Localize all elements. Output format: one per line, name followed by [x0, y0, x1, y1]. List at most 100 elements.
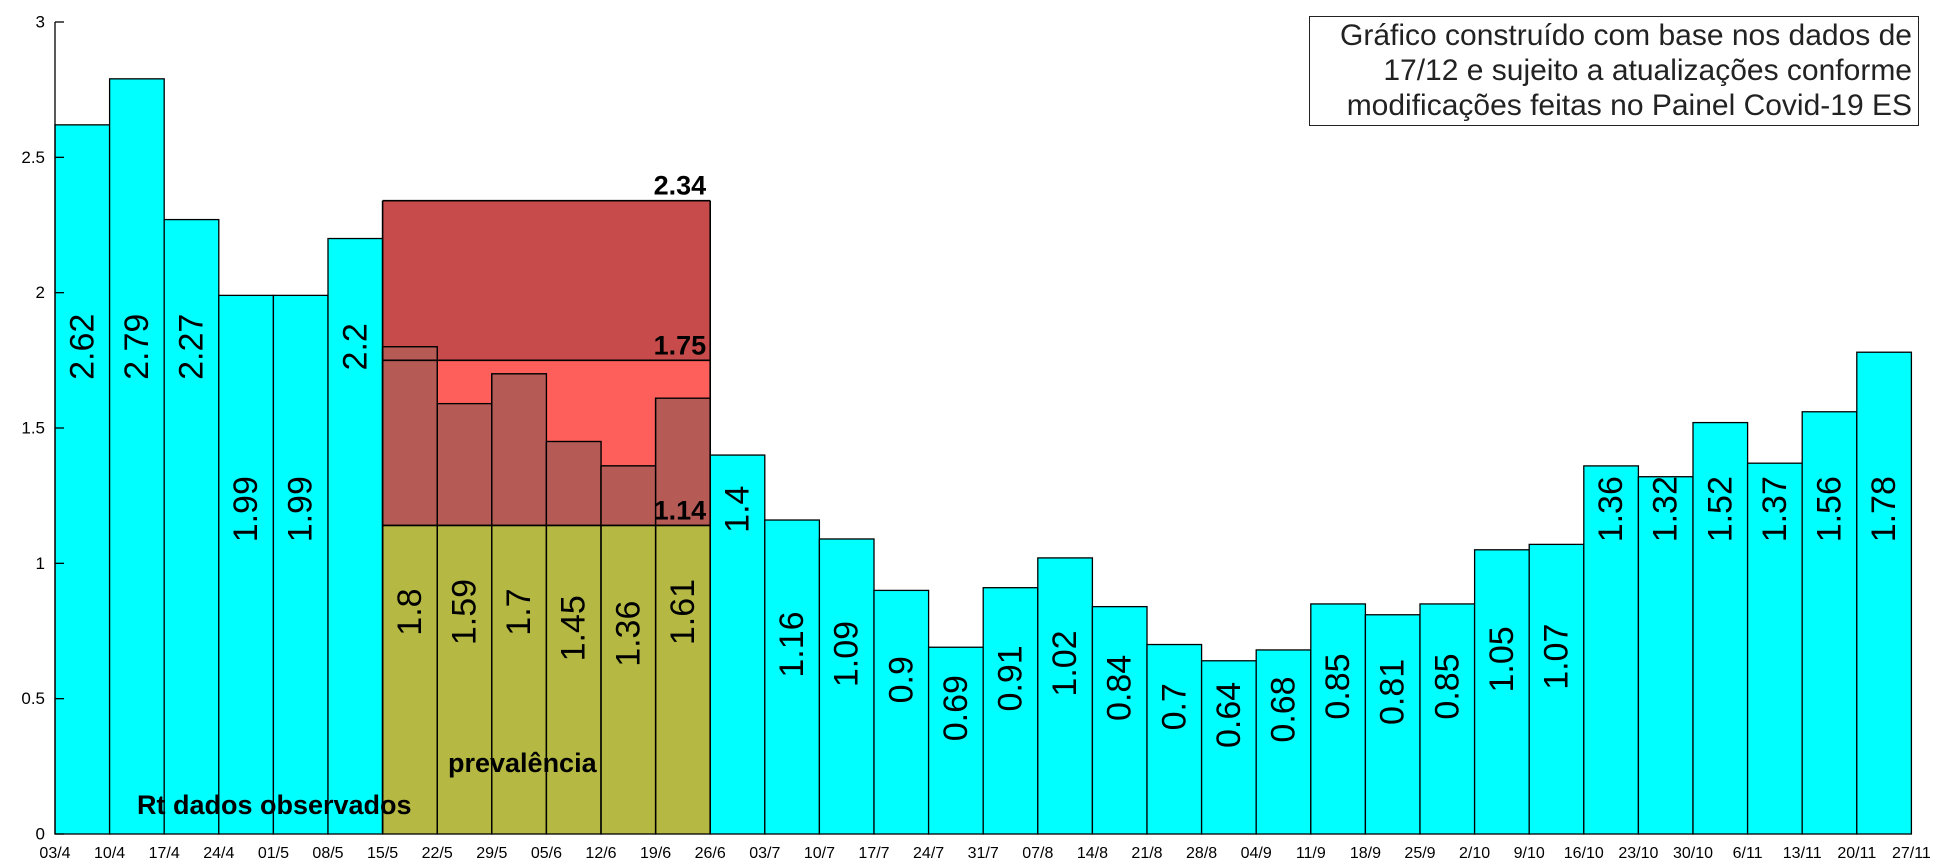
- bar-value-label: 1.52: [1701, 476, 1739, 542]
- bar-overlap: [600, 465, 657, 527]
- bar-value-label: 1.09: [828, 621, 866, 687]
- bar-value-label: 1.99: [227, 476, 265, 542]
- bar-value-label: 0.85: [1428, 653, 1466, 719]
- y-tick-label: 3: [36, 13, 45, 32]
- x-tick-label: 21/8: [1131, 845, 1162, 862]
- bar-value-label: 1.36: [609, 601, 647, 667]
- bar: [1692, 421, 1749, 835]
- x-tick-label: 18/9: [1350, 845, 1381, 862]
- bar: [982, 587, 1039, 835]
- x-tick-label: 03/7: [749, 845, 780, 862]
- annotation-rt-observed: Rt dados observados: [137, 790, 412, 820]
- band-label-2: 2.34: [654, 171, 707, 201]
- bar: [272, 294, 329, 835]
- bar-value-label: 1.59: [446, 579, 484, 645]
- bar: [1037, 557, 1094, 835]
- x-tick-label: 19/6: [640, 845, 671, 862]
- x-tick-labels: 03/4 10/4 17/4 24/4 01/5 08/5 15/5 22/5 29/5 05/6…: [39, 845, 1930, 862]
- bar: [1146, 643, 1203, 835]
- bar: [218, 294, 275, 835]
- bar-value-label: 1.16: [773, 611, 811, 677]
- bar: [873, 589, 930, 835]
- band-2: [382, 200, 711, 361]
- x-tick-label: 26/6: [695, 845, 726, 862]
- bar-value-label: 0.85: [1319, 653, 1357, 719]
- bar-value-label: 0.84: [1101, 655, 1139, 721]
- bar-value-label: 0.81: [1374, 659, 1412, 725]
- bar-value-label: 1.02: [1046, 630, 1084, 696]
- bar-value-label: 1.36: [1592, 476, 1630, 542]
- x-tick-label: 01/5: [258, 845, 289, 862]
- bar-overlap: [491, 373, 548, 527]
- band-level-labels: 1.14 1.75 2.34: [381, 171, 712, 834]
- x-tick-label: 6/11: [1733, 845, 1763, 862]
- x-tick-label: 17/7: [858, 845, 889, 862]
- bar-value-label: 0.69: [937, 675, 975, 741]
- bar-value-label: 0.64: [1210, 682, 1248, 748]
- note-line-3: modificações feitas no Painel Covid-19 E…: [1346, 89, 1912, 122]
- bar-value-label: 2.79: [118, 314, 156, 380]
- bar: [1200, 660, 1257, 835]
- bar-value-label: 1.78: [1865, 476, 1903, 542]
- y-tick-label: 0.5: [21, 689, 45, 708]
- bar-value-label: 1.32: [1647, 476, 1685, 542]
- x-tick-label: 2/10: [1459, 845, 1490, 862]
- bar-value-label: 2.27: [173, 314, 211, 380]
- bar-value-label: 0.91: [992, 645, 1030, 711]
- bars: [54, 78, 1913, 835]
- x-tick-label: 16/10: [1564, 845, 1604, 862]
- x-tick-label: 07/8: [1022, 845, 1053, 862]
- note-line-2: 17/12 e sujeito a atualizações conforme: [1383, 54, 1912, 87]
- bar: [1310, 603, 1367, 835]
- x-tick-label: 03/4: [39, 845, 70, 862]
- y-axis: 0 0.5 1 1.5 2 2.5 3: [21, 13, 64, 844]
- x-tick-label: 10/7: [804, 845, 835, 862]
- bar-value-label: 1.7: [500, 588, 538, 635]
- bar: [1801, 411, 1858, 835]
- x-tick-label: 12/6: [585, 845, 616, 862]
- bar: [163, 218, 220, 835]
- y-tick-label: 2: [36, 283, 45, 302]
- x-tick-label: 15/5: [367, 845, 398, 862]
- x-tick-label: 9/10: [1514, 845, 1545, 862]
- x-tick-label: 05/6: [531, 845, 562, 862]
- note-line-1: Gráfico construído com base nos dados de: [1340, 19, 1912, 52]
- x-tick-label: 25/9: [1404, 845, 1435, 862]
- y-tick-label: 0: [36, 825, 45, 844]
- bar: [1746, 462, 1803, 835]
- x-tick-label: 23/10: [1618, 845, 1658, 862]
- band-label-1: 1.75: [654, 330, 707, 360]
- bar-value-label: 1.99: [282, 476, 320, 542]
- bar-value-label: 1.4: [719, 486, 757, 533]
- bar: [764, 519, 821, 835]
- y-tick-label: 1.5: [21, 419, 45, 438]
- bar-overlap: [545, 440, 602, 527]
- bar-value-label: 0.7: [1155, 683, 1193, 730]
- bar-value-label: 1.8: [391, 588, 429, 635]
- bar: [1091, 605, 1148, 835]
- bar-value-label: 2.62: [63, 314, 101, 380]
- annotations: prevalência Rt dados observados: [137, 748, 598, 820]
- bar-value-label: 1.37: [1756, 476, 1794, 542]
- bar-value-label: 1.45: [555, 595, 593, 661]
- x-tick-label: 30/10: [1673, 845, 1713, 862]
- bar-value-labels: 2.62 2.79 2.27 1.99 1.99 2.2 1.8 1.59 1.7 1.45 1.3…: [63, 314, 1903, 748]
- band-label-0: 1.14: [654, 495, 707, 525]
- bar: [1583, 465, 1640, 835]
- x-tick-label: 13/11: [1783, 845, 1822, 862]
- bar-value-label: 0.9: [882, 656, 920, 703]
- x-tick-label: 29/5: [476, 845, 507, 862]
- x-tick-label: 11/9: [1296, 845, 1326, 862]
- bar-value-label: 0.68: [1265, 676, 1303, 742]
- x-tick-label: 22/5: [422, 845, 453, 862]
- bar-overlap: [436, 402, 493, 527]
- bar-value-label: 1.05: [1483, 626, 1521, 692]
- x-tick-label: 27/11: [1892, 845, 1931, 862]
- bar: [1637, 476, 1694, 835]
- x-tick-label: 04/9: [1241, 845, 1272, 862]
- x-tick-label: 10/4: [94, 845, 125, 862]
- x-tick-label: 24/4: [203, 845, 234, 862]
- bar-value-label: 1.56: [1811, 476, 1849, 542]
- x-tick-label: 08/5: [312, 845, 343, 862]
